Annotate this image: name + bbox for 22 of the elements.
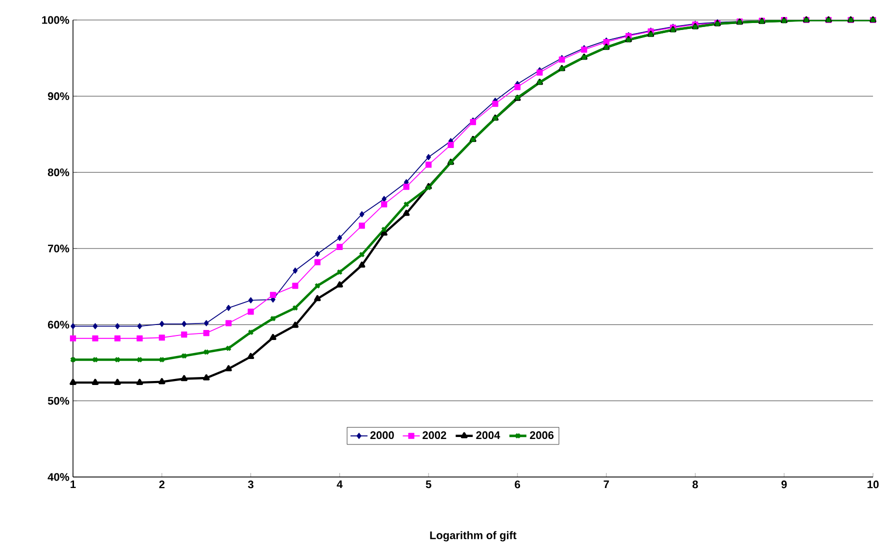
x-tick-label: 7 [604, 480, 609, 488]
x-axis-title: Logarithm of gift [430, 531, 516, 542]
y-tick-label: 80% [48, 168, 70, 176]
x-tick-label: 2 [159, 480, 164, 488]
x-tick-label: 10 [868, 480, 879, 488]
y-tick-label: 90% [48, 92, 70, 100]
y-tick-label: 40% [48, 473, 70, 481]
x-tick-label: 9 [781, 480, 787, 488]
x-tick-label: 5 [426, 480, 432, 488]
y-tick-label: 50% [48, 396, 70, 405]
x-tick-label: 3 [248, 480, 254, 488]
y-tick-label: 60% [48, 320, 70, 329]
x-tick-label: 1 [70, 480, 76, 488]
x-tick-label: 6 [514, 480, 520, 488]
legend-label: 2000 [370, 431, 394, 440]
legend-label: 2004 [476, 431, 500, 440]
y-tick-label: 70% [48, 244, 70, 252]
x-tick-label: 4 [336, 480, 343, 488]
y-tick-label: 100% [42, 16, 70, 24]
legend-label: 2002 [422, 431, 446, 440]
legend-label: 2006 [530, 431, 554, 440]
x-tick-label: 8 [692, 480, 698, 488]
